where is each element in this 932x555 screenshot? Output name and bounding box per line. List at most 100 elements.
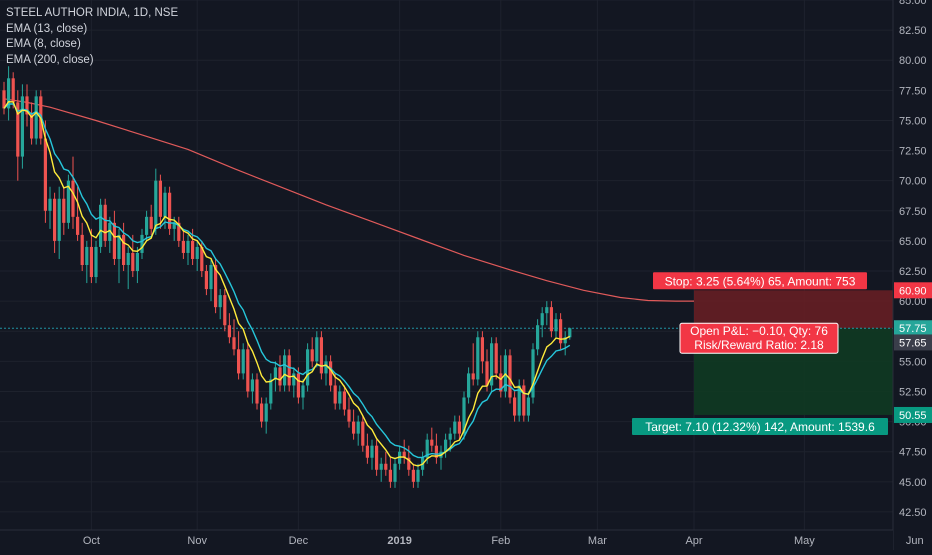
candle[interactable] [112, 210, 116, 265]
candle[interactable] [85, 240, 89, 284]
candle[interactable] [453, 415, 457, 440]
candle[interactable] [393, 457, 397, 488]
target-label[interactable]: Target: 7.10 (12.32%) 142, Amount: 1539.… [632, 417, 888, 435]
candle[interactable] [94, 240, 98, 284]
candle[interactable] [517, 379, 521, 422]
candle[interactable] [287, 349, 291, 392]
candle[interactable] [306, 343, 310, 392]
candle[interactable] [352, 409, 356, 440]
indicator-ema8[interactable]: EMA (8, close) [6, 38, 81, 50]
candle[interactable] [126, 246, 130, 290]
indicator-ema200[interactable]: EMA (200, close) [6, 53, 94, 66]
candle[interactable] [467, 367, 471, 404]
candle[interactable] [218, 289, 222, 320]
candle[interactable] [89, 228, 93, 284]
candle[interactable] [122, 222, 126, 272]
candle[interactable] [388, 457, 392, 488]
candle[interactable] [338, 385, 342, 410]
candle[interactable] [499, 355, 503, 398]
candle[interactable] [296, 367, 300, 404]
candle[interactable] [559, 313, 563, 350]
candle[interactable] [131, 234, 135, 278]
candle[interactable] [181, 228, 185, 259]
candle[interactable] [301, 379, 305, 410]
candle[interactable] [241, 343, 245, 380]
candle[interactable] [361, 415, 365, 452]
candle[interactable] [545, 301, 549, 326]
candle[interactable] [209, 258, 213, 302]
candle[interactable] [255, 373, 259, 410]
candle[interactable] [494, 337, 498, 380]
candle[interactable] [513, 391, 517, 422]
candle[interactable] [158, 174, 162, 229]
candle[interactable] [237, 331, 241, 380]
candle[interactable] [430, 427, 434, 452]
candle[interactable] [283, 349, 287, 392]
candle[interactable] [62, 186, 66, 235]
candle[interactable] [324, 355, 328, 386]
candle[interactable] [117, 228, 121, 284]
candle[interactable] [444, 433, 448, 458]
candle[interactable] [476, 331, 480, 386]
candle[interactable] [232, 319, 236, 356]
candle[interactable] [375, 439, 379, 476]
candle[interactable] [48, 186, 52, 229]
candle[interactable] [568, 327, 572, 340]
candle[interactable] [7, 66, 11, 121]
candle[interactable] [329, 355, 333, 392]
candle[interactable] [260, 397, 264, 428]
candle[interactable] [563, 331, 567, 356]
candle[interactable] [57, 186, 61, 259]
candle[interactable] [480, 331, 484, 374]
candle[interactable] [103, 198, 107, 247]
candle[interactable] [273, 361, 277, 392]
candle[interactable] [195, 240, 199, 272]
candle[interactable] [554, 313, 558, 338]
candle[interactable] [66, 174, 70, 229]
candle[interactable] [154, 168, 158, 235]
candle[interactable] [310, 337, 314, 368]
candle[interactable] [434, 433, 438, 464]
candle[interactable] [531, 343, 535, 404]
candle[interactable] [278, 355, 282, 392]
candle[interactable] [485, 349, 489, 392]
candle[interactable] [2, 81, 6, 115]
candle[interactable] [30, 102, 34, 145]
candle[interactable] [319, 331, 323, 380]
candle[interactable] [402, 439, 406, 464]
candle[interactable] [490, 337, 494, 392]
candle[interactable] [540, 307, 544, 338]
indicator-ema13[interactable]: EMA (13, close) [6, 22, 88, 35]
candle[interactable] [342, 385, 346, 416]
candle[interactable] [315, 331, 319, 368]
candle[interactable] [80, 222, 84, 272]
candle[interactable] [25, 84, 29, 127]
stop-label[interactable]: Stop: 3.25 (5.64%) 65, Amount: 753 [653, 272, 867, 290]
candle[interactable] [549, 301, 553, 338]
candle[interactable] [356, 415, 360, 446]
candle[interactable] [168, 186, 172, 235]
candle[interactable] [227, 313, 231, 344]
candle[interactable] [457, 415, 461, 440]
candle[interactable] [508, 349, 512, 404]
candle[interactable] [292, 367, 296, 398]
candle[interactable] [411, 463, 415, 488]
candle[interactable] [365, 433, 369, 464]
candle[interactable] [471, 343, 475, 386]
candle[interactable] [20, 84, 24, 169]
candle[interactable] [53, 192, 57, 253]
candle[interactable] [177, 216, 181, 247]
candle[interactable] [204, 265, 208, 296]
candle[interactable] [149, 204, 153, 235]
candle[interactable] [16, 90, 20, 181]
candle[interactable] [347, 397, 351, 428]
candle[interactable] [526, 391, 530, 422]
candle[interactable] [416, 463, 420, 488]
candle[interactable] [108, 216, 112, 253]
candle[interactable] [370, 439, 374, 470]
candle[interactable] [99, 198, 103, 253]
candle[interactable] [140, 228, 144, 259]
